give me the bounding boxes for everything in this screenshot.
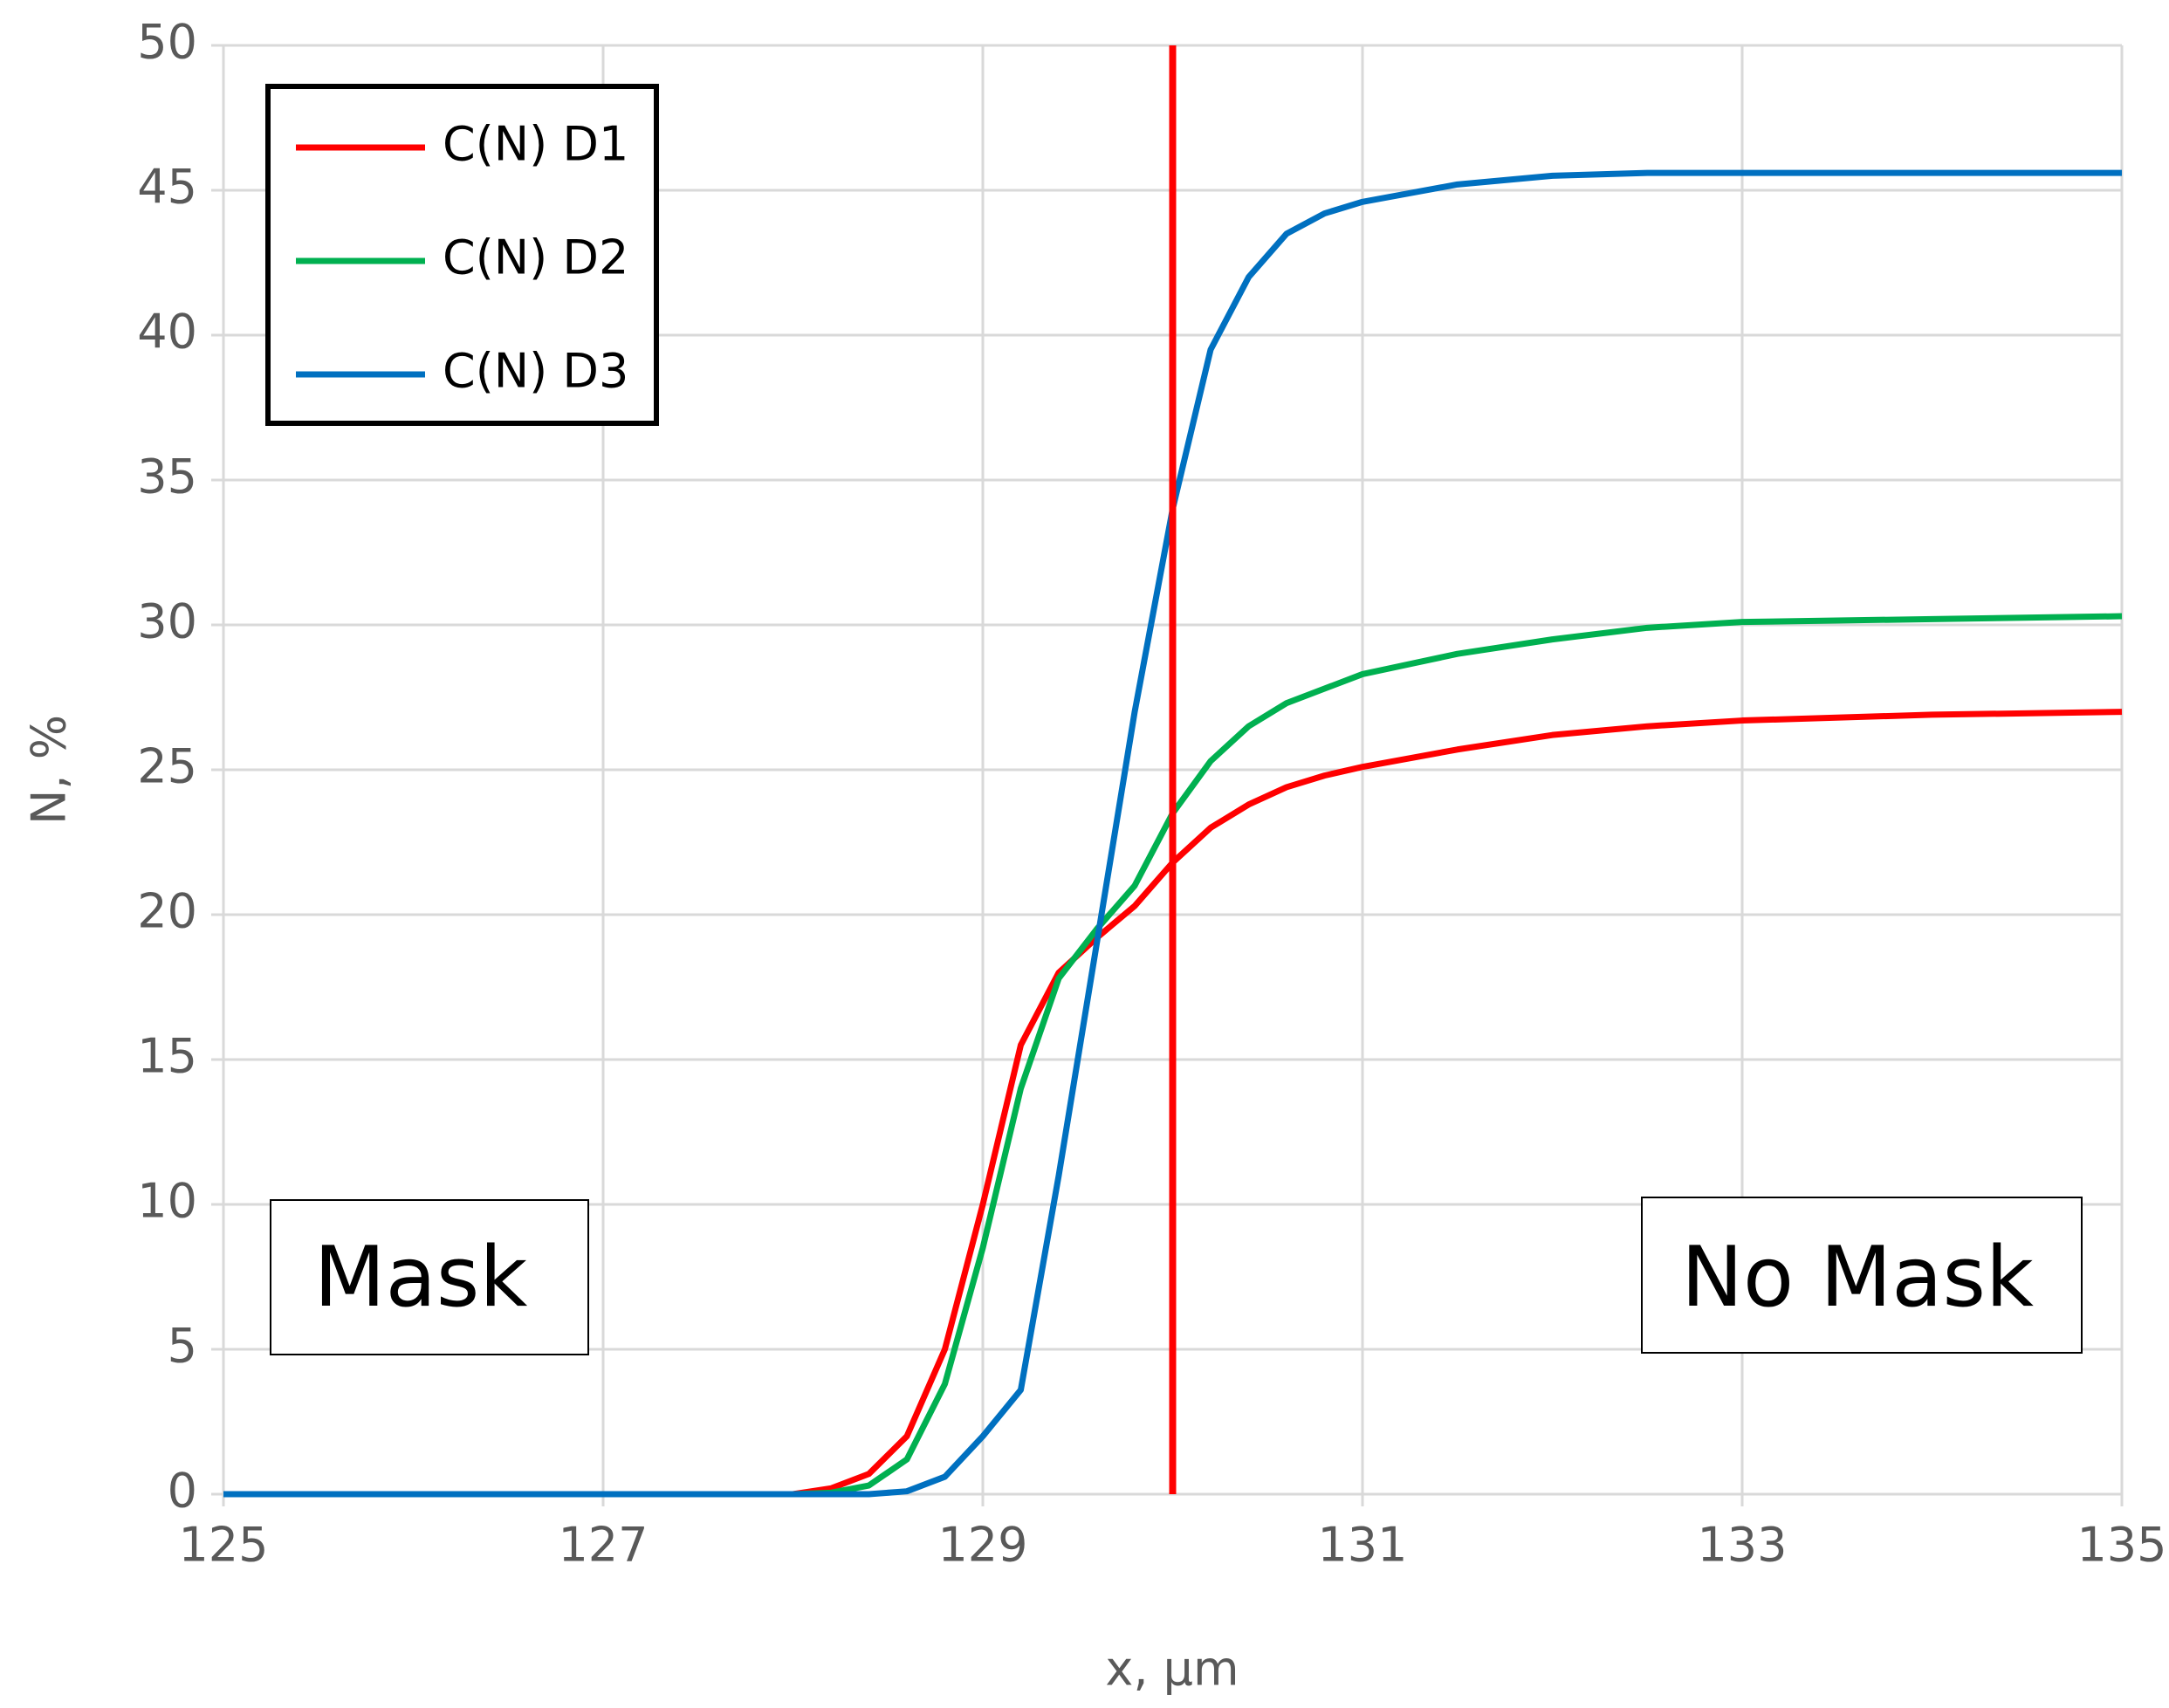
y-tick-label: 15 (137, 1029, 197, 1084)
x-tick-label: 125 (178, 1518, 268, 1573)
x-tick-label: 129 (937, 1518, 1027, 1573)
y-tick-label: 10 (137, 1174, 197, 1229)
x-tick-label: 135 (2076, 1518, 2166, 1573)
y-tick-label: 35 (137, 449, 197, 504)
y-tick-label: 30 (137, 594, 197, 649)
annotation: No Mask (1681, 1230, 2034, 1326)
legend: C(N) D1 C(N) D2 C(N) D3 (265, 84, 659, 426)
legend-label: C(N) D3 (443, 344, 628, 399)
series-line (223, 709, 2123, 1498)
y-tick-label: 45 (137, 160, 197, 215)
annotation-box: Mask (270, 1199, 589, 1355)
y-tick-label: 50 (137, 15, 197, 70)
y-tick-label: 40 (137, 305, 197, 360)
series-line (223, 613, 2123, 1498)
x-axis-label: x, μm (1105, 1642, 1239, 1697)
annotation-frame (1641, 1197, 2083, 1354)
y-tick-label: 5 (168, 1319, 197, 1374)
y-axis-label: N, % (22, 715, 77, 825)
annotation-frame (270, 1199, 589, 1355)
y-tick-label: 25 (137, 739, 197, 794)
x-tick-label: 127 (558, 1518, 648, 1573)
annotation: Mask (314, 1230, 528, 1326)
y-tick-label: 0 (168, 1464, 197, 1519)
series-line (223, 169, 2122, 1498)
x-tick-label: 133 (1697, 1518, 1787, 1573)
legend-label: C(N) D2 (443, 230, 628, 285)
legend-label: C(N) D1 (443, 117, 628, 172)
annotation-box: No Mask (1641, 1197, 2083, 1354)
x-tick-label: 131 (1317, 1518, 1407, 1573)
legend-frame (265, 84, 659, 426)
y-tick-label: 20 (137, 884, 197, 939)
